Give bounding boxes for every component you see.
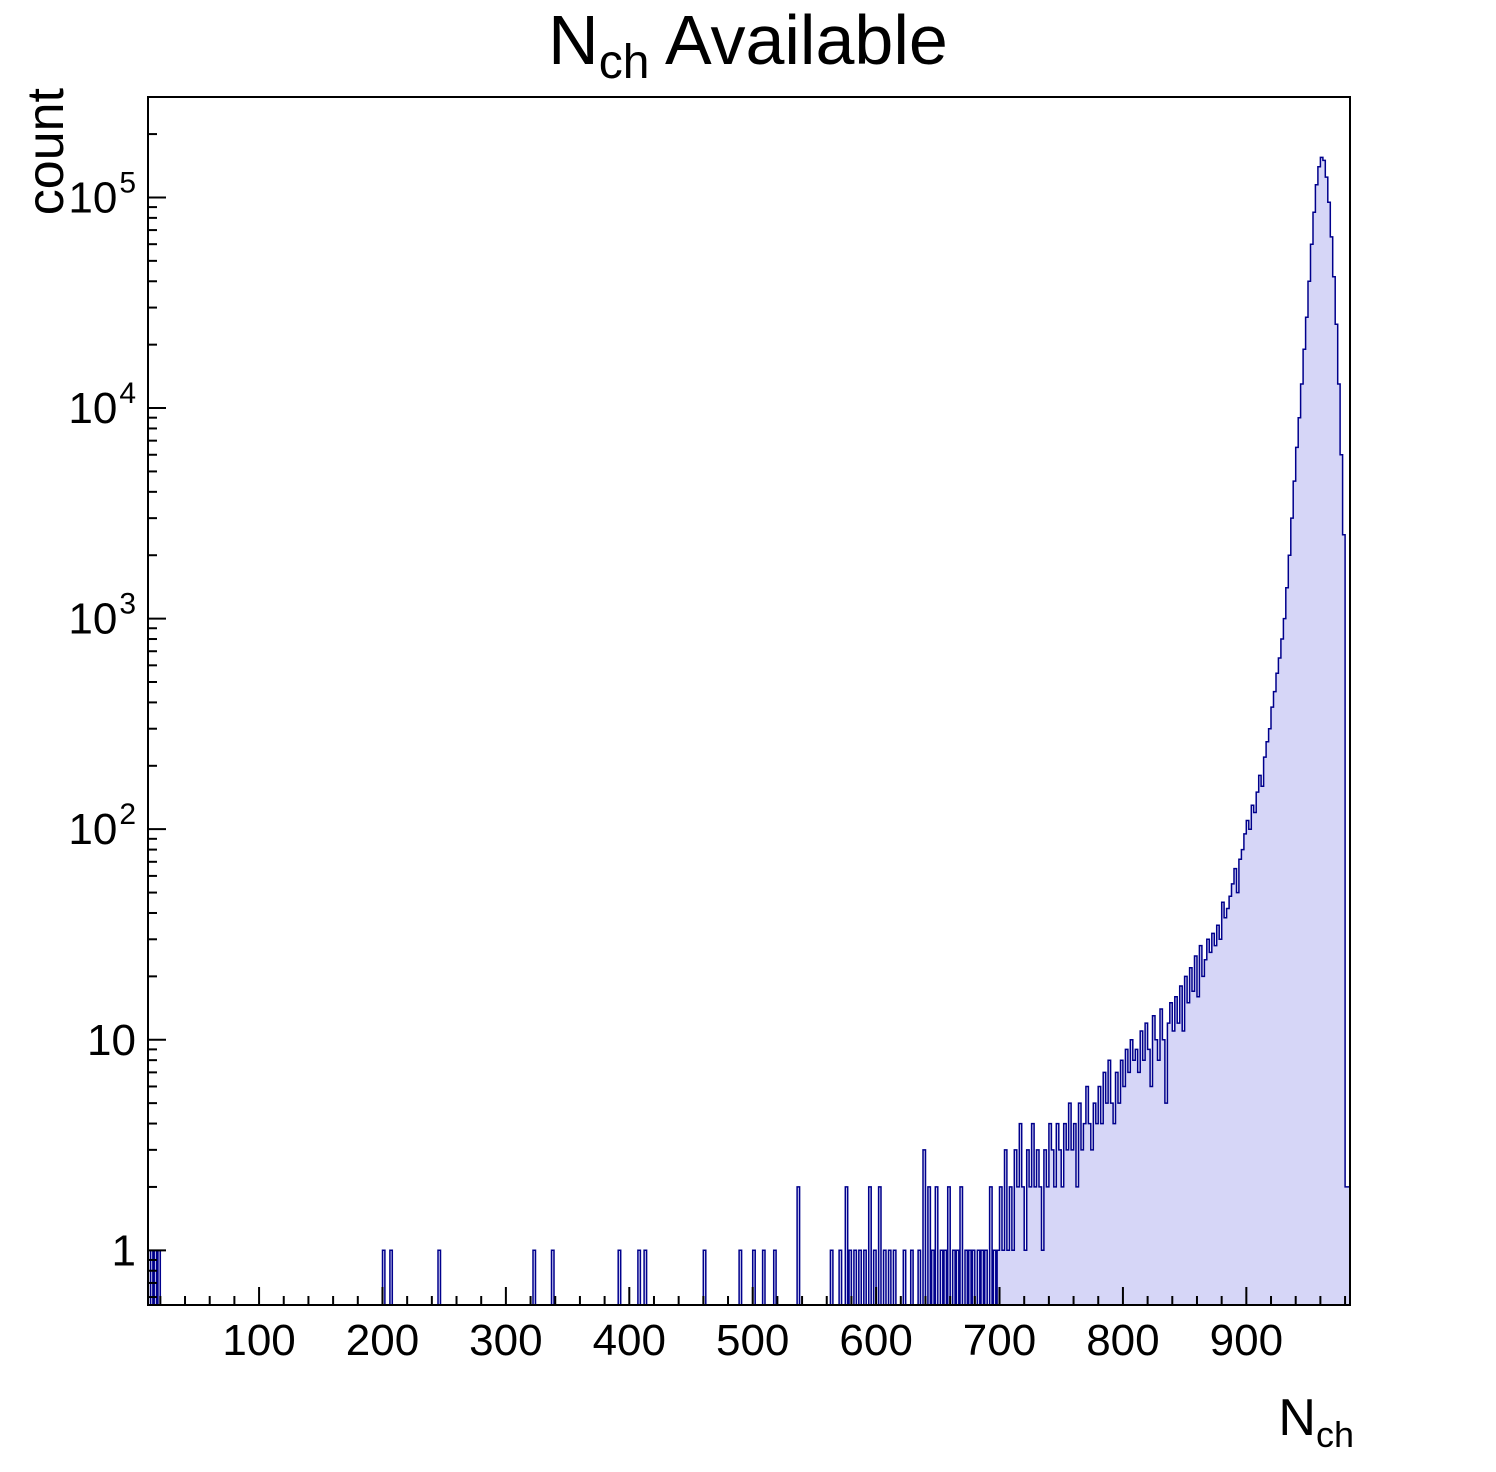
x-tick-label: 600 [839, 1316, 912, 1365]
y-tick-label: 102 [68, 798, 136, 854]
y-tick-label: 105 [68, 166, 136, 222]
histogram-area [148, 157, 1350, 1305]
histogram-outline [148, 156, 1351, 1306]
chart-title: Nch Available [0, 2, 1496, 90]
chart-title-sub: ch [598, 36, 650, 89]
x-tick-label: 300 [469, 1316, 542, 1365]
y-tick-label: 10 [87, 1016, 136, 1065]
x-tick-label: 400 [593, 1316, 666, 1365]
y-tick-label: 1 [112, 1226, 136, 1275]
plot-frame [147, 96, 1351, 1306]
x-tick-label: 800 [1086, 1316, 1159, 1365]
x-axis-title-main: N [1278, 1389, 1316, 1447]
x-tick-label: 700 [963, 1316, 1036, 1365]
x-tick-label: 100 [222, 1316, 295, 1365]
y-tick-label: 104 [68, 377, 136, 433]
y-tick-label: 103 [68, 588, 136, 644]
chart-title-rest: Available [649, 1, 948, 79]
y-axis-title: count [17, 88, 75, 216]
chart-title-main: N [548, 1, 599, 79]
x-axis-title: Nch [1278, 1388, 1354, 1456]
x-axis-title-sub: ch [1315, 1414, 1354, 1455]
x-tick-label: 900 [1210, 1316, 1283, 1365]
x-tick-label: 500 [716, 1316, 789, 1365]
x-tick-label: 200 [346, 1316, 419, 1365]
